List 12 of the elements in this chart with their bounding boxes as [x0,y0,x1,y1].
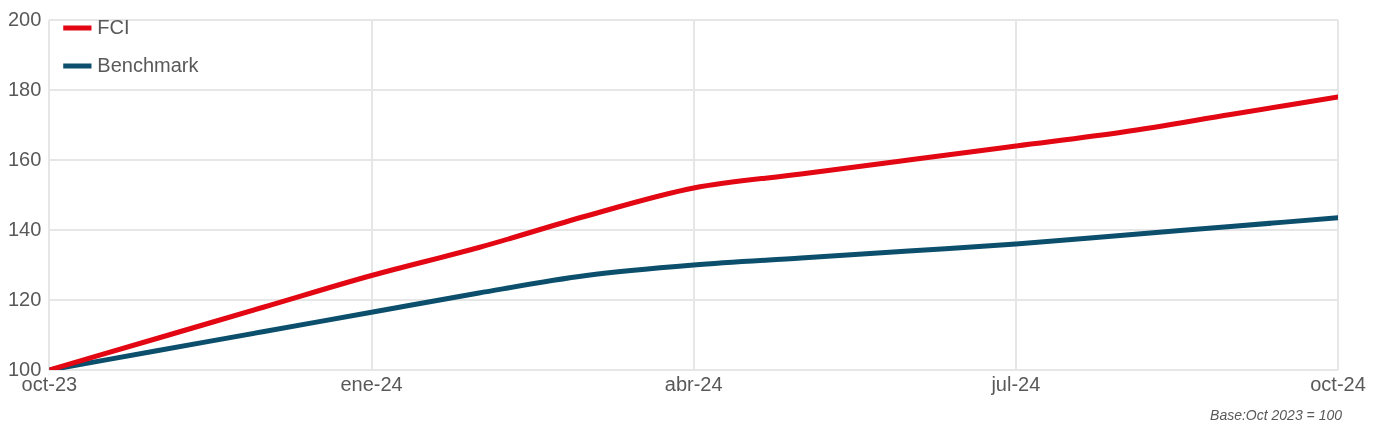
text: Base:Oct 2023 = 100 [1210,407,1342,423]
y-tick-label: 160 [7,147,42,170]
y-tick-label: 200 [7,7,42,30]
x-tick-label: jul-24 [990,372,1041,395]
y-tick-label: 180 [7,77,42,100]
x-tick-label: ene-24 [340,372,403,395]
y-tick-label: 140 [7,217,42,240]
legend-label: Benchmark [97,53,200,76]
x-tick-label: oct-24 [1310,372,1366,395]
y-tick-label: 120 [7,287,42,310]
legend-label: FCI [97,15,130,38]
x-tick-label: abr-24 [664,372,723,395]
